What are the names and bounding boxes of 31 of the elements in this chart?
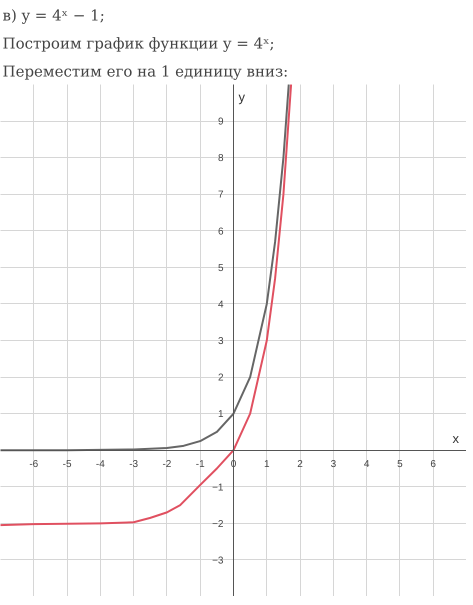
y-tick-label: 7 (218, 190, 224, 201)
y-tick-label: 9 (218, 116, 224, 128)
text: Переместим его на 1 единицу вниз: (2, 62, 288, 80)
x-tick-label: -6 (29, 459, 39, 470)
x-axis-title: x (452, 431, 460, 446)
line-series (0, 84, 290, 452)
x-tick-label: 1 (264, 459, 270, 470)
chart-title: в) y = 4ˣ − 1; (2, 6, 105, 24)
y-tick-label: 6 (218, 226, 224, 238)
y-tick-label: 1 (218, 409, 224, 420)
y-tick-label: −2 (212, 518, 224, 530)
y-tick-label: −3 (212, 555, 224, 566)
x-tick-label: 5 (397, 459, 404, 470)
x-tick-label: 6 (430, 459, 436, 470)
y-tick-label: −1 (212, 482, 224, 494)
y-tick-label: 2 (218, 372, 224, 384)
y-tick-label: 4 (218, 299, 224, 310)
x-tick-label: -5 (62, 459, 72, 470)
y-tick-label: 3 (218, 336, 224, 347)
y-axis-title: y (238, 90, 246, 104)
x-tick-label: -3 (129, 459, 139, 470)
y-tick-label: 5 (218, 262, 224, 274)
line-series (0, 84, 292, 526)
x-tick-label: 3 (330, 459, 337, 470)
chart-subtitle: Построим график функции y = 4ˣ; (2, 34, 275, 52)
x-tick-label: -4 (96, 459, 106, 470)
y-tick-label: 8 (218, 153, 224, 164)
x-tick-label: -1 (196, 459, 206, 470)
x-tick-label: 4 (364, 459, 370, 470)
x-tick-label: 2 (297, 459, 304, 470)
x-tick-label: -2 (162, 459, 172, 470)
